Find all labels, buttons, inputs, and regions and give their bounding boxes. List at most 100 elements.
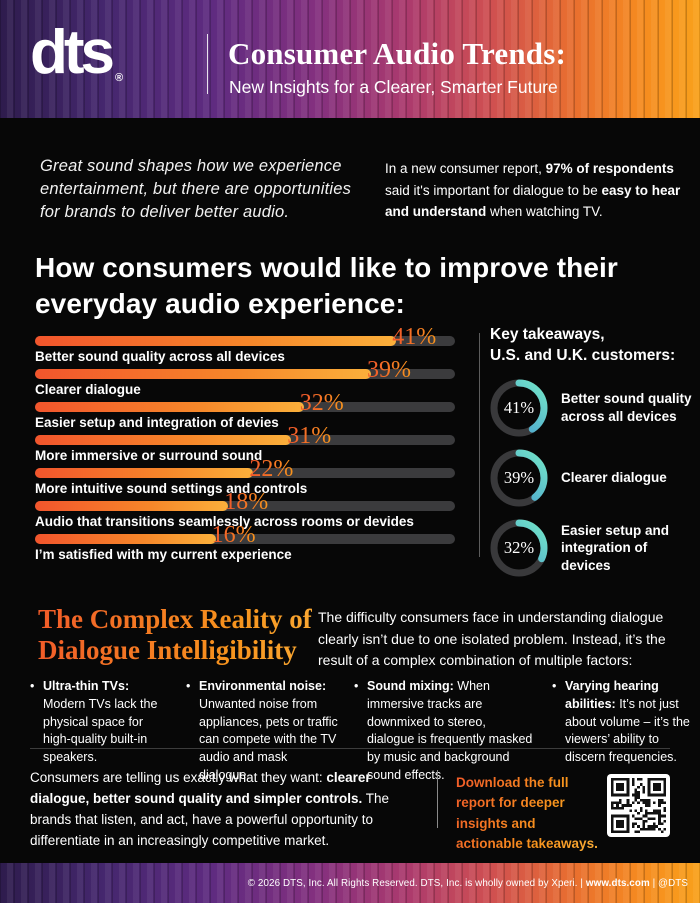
takeaways-heading-line2: U.S. and U.K. customers: bbox=[490, 346, 676, 364]
factor-text: Unwanted noise from appliances, pets or … bbox=[199, 696, 338, 782]
bar-category-label: Better sound quality across all devices bbox=[35, 349, 285, 364]
cta-bold: clearer dialogue, better sound quality a… bbox=[30, 770, 371, 806]
bar-value-label: 32% bbox=[299, 390, 344, 416]
donut-label: Clearer dialogue bbox=[561, 470, 667, 486]
complex-title-line1: The Complex Reality of bbox=[38, 604, 312, 634]
complex-title-line2: Dialogue Intelligibility bbox=[38, 635, 297, 666]
factor-lead: Environmental noise: bbox=[199, 679, 327, 693]
bar-track bbox=[35, 336, 455, 346]
takeaways-heading-line1: Key takeaways, bbox=[490, 326, 605, 343]
note-text: when watching TV. bbox=[486, 204, 603, 220]
takeaway-item: 39% Clearer dialogue bbox=[490, 449, 695, 507]
footer-text: © 2026 DTS, Inc. All Rights Reserved. DT… bbox=[248, 863, 688, 903]
footer-banner: © 2026 DTS, Inc. All Rights Reserved. DT… bbox=[0, 863, 700, 903]
bar-row: 39% Clearer dialogue bbox=[35, 358, 455, 399]
bar-track bbox=[35, 468, 455, 478]
cta-message: Consumers are telling us exactly what th… bbox=[30, 768, 430, 852]
bullet-icon: • bbox=[30, 679, 35, 693]
bar-fill bbox=[35, 534, 216, 544]
note-text: said it's important for dialogue to be bbox=[385, 182, 602, 198]
factor-lead: Sound mixing: bbox=[367, 679, 454, 693]
bar-row: 41% Better sound quality across all devic… bbox=[35, 325, 455, 366]
donut-label: Easier setup and integration of devices bbox=[561, 522, 670, 573]
bar-fill bbox=[35, 369, 371, 379]
note-text: In a new consumer report, bbox=[385, 161, 546, 176]
bar-fill bbox=[35, 435, 292, 445]
bar-value-label: 18% bbox=[224, 489, 269, 515]
dts-website-link[interactable]: www.dts.com bbox=[585, 877, 650, 889]
bullet-icon: • bbox=[552, 679, 557, 693]
factor-columns: • Ultra-thin TVs: Modern TVs lack the phy… bbox=[30, 678, 690, 785]
bar-category-label: Easier setup and integration of devies bbox=[35, 415, 279, 430]
bar-value-label: 31% bbox=[287, 423, 332, 449]
section-heading: How consumers would like to improve thei… bbox=[35, 252, 618, 320]
intro-report-note: In a new consumer report, 97% of respond… bbox=[385, 158, 685, 223]
complex-section-intro: The difficulty consumers face in underst… bbox=[318, 609, 666, 669]
bar-fill bbox=[35, 402, 304, 412]
takeaways-heading: Key takeaways, U.S. and U.K. customers: bbox=[490, 325, 695, 367]
bar-row: 18% Audio that transitions seamlessly acr… bbox=[35, 490, 455, 531]
factor-text: Modern TVs lack the physical space for h… bbox=[43, 696, 158, 764]
registered-trademark-icon: ® bbox=[115, 72, 124, 84]
factor-item: • Sound mixing: When immersive tracks are… bbox=[354, 678, 536, 785]
factor-item: • Environmental noise: Unwanted noise fro… bbox=[186, 678, 338, 785]
factor-text: It’s not just about volume – it’s the vi… bbox=[565, 696, 690, 764]
bar-row: 22% More intuitive sound settings and con… bbox=[35, 457, 455, 498]
bar-value-label: 22% bbox=[249, 456, 294, 482]
donut-value: 32% bbox=[503, 537, 535, 557]
donut-value: 39% bbox=[503, 467, 535, 487]
bar-category-label: More immersive or surround sound bbox=[35, 448, 263, 463]
bar-fill bbox=[35, 468, 254, 478]
factor-text: When immersive tracks are downmixed to s… bbox=[367, 679, 533, 782]
dts-logo-text: dts bbox=[30, 18, 115, 87]
social-handle-text: | @DTS bbox=[649, 877, 688, 889]
header-divider bbox=[207, 34, 208, 94]
bar-chart: 41% Better sound quality across all devic… bbox=[35, 325, 455, 564]
chart-separator-line bbox=[479, 333, 480, 557]
takeaway-item: 32% Easier setup and integration of devic… bbox=[490, 519, 695, 577]
bar-row: 31% More immersive or surround sound bbox=[35, 424, 455, 465]
note-bold-respondents: 97% of respondents bbox=[545, 161, 674, 176]
download-callout: Download the full report for deeper insi… bbox=[456, 773, 606, 854]
cta-top-rule bbox=[30, 748, 670, 749]
donut-chart: 39% bbox=[490, 449, 548, 507]
bar-track bbox=[35, 402, 455, 412]
bar-fill bbox=[35, 501, 229, 511]
key-takeaways-panel: Key takeaways, U.S. and U.K. customers: … bbox=[490, 325, 695, 589]
bar-category-label: Audio that transitions seamlessly across… bbox=[35, 514, 414, 529]
copyright-text: © 2026 DTS, Inc. All Rights Reserved. DT… bbox=[247, 877, 586, 889]
bar-track bbox=[35, 369, 455, 379]
qr-code bbox=[607, 774, 670, 837]
page-subtitle: New Insights for a Clearer, Smarter Futu… bbox=[229, 77, 558, 97]
bar-row: 32% Easier setup and integration of devie… bbox=[35, 391, 455, 432]
bar-category-label: I’m satisfied with my current experience bbox=[35, 547, 292, 562]
factor-item: • Ultra-thin TVs: Modern TVs lack the phy… bbox=[30, 678, 170, 785]
bar-value-label: 41% bbox=[392, 324, 437, 350]
bar-category-label: More intuitive sound settings and contro… bbox=[35, 481, 308, 496]
donut-chart: 32% bbox=[490, 519, 548, 577]
bar-category-label: Clearer dialogue bbox=[35, 382, 141, 397]
complex-section-title: The Complex Reality of Dialogue Intellig… bbox=[38, 604, 338, 666]
donut-value: 41% bbox=[503, 397, 535, 417]
bullet-icon: • bbox=[354, 679, 359, 693]
donut-label: Better sound quality across all devices bbox=[561, 391, 692, 424]
header-banner: dts ® Consumer Audio Trends: New Insights… bbox=[0, 0, 700, 118]
bar-value-label: 39% bbox=[367, 357, 411, 383]
bar-track bbox=[35, 534, 455, 544]
factor-lead: Ultra-thin TVs: bbox=[43, 679, 130, 693]
bullet-icon: • bbox=[186, 679, 191, 693]
intro-quote: Great sound shapes how we experience ent… bbox=[40, 157, 352, 222]
factor-item: • Varying hearing abilities: It’s not jus… bbox=[552, 678, 700, 785]
cta-text: The brands that listen, and act, have a … bbox=[30, 790, 390, 848]
bar-track bbox=[35, 501, 455, 511]
bar-value-label: 16% bbox=[211, 522, 256, 548]
cta-vertical-divider bbox=[437, 770, 438, 828]
takeaway-item: 41% Better sound quality across all devic… bbox=[490, 379, 695, 437]
donut-list: 41% Better sound quality across all devic… bbox=[490, 379, 695, 577]
bar-track bbox=[35, 435, 455, 445]
dts-logo: dts ® bbox=[30, 22, 123, 84]
page-title: Consumer Audio Trends: bbox=[228, 36, 567, 71]
bar-fill bbox=[35, 336, 397, 346]
note-bold-easy-to-hear: easy to hear and understand bbox=[385, 182, 681, 220]
